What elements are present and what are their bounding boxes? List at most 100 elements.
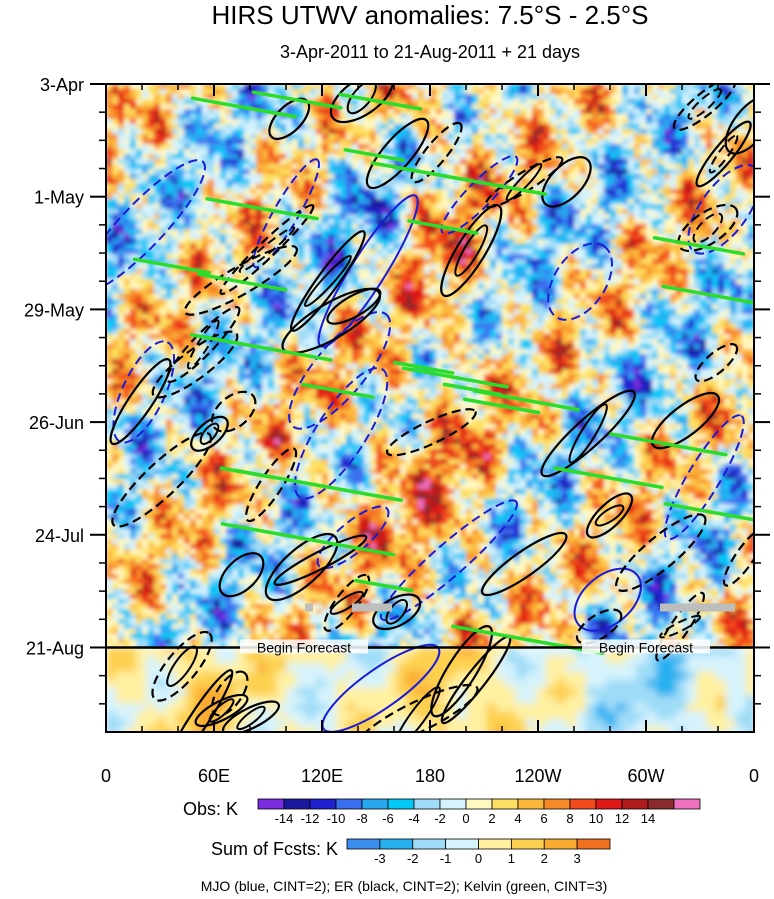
- obs-cell: [478, 169, 485, 175]
- obs-cell: [598, 124, 605, 130]
- obs-cell: [292, 269, 299, 275]
- obs-cell: [598, 184, 605, 190]
- obs-cell: [634, 174, 641, 180]
- obs-cell: [742, 289, 749, 295]
- obs-cell: [442, 179, 449, 185]
- obs-cell: [736, 284, 743, 290]
- obs-cell: [358, 209, 365, 215]
- obs-cell: [280, 214, 287, 220]
- obs-cell: [202, 249, 209, 255]
- obs-cell: [748, 174, 754, 180]
- obs-cell: [118, 279, 125, 285]
- obs-cell: [340, 184, 347, 190]
- obs-cell: [352, 309, 359, 315]
- obs-cell: [544, 254, 551, 260]
- obs-cell: [640, 109, 647, 115]
- obs-cell: [490, 279, 497, 285]
- obs-cell: [166, 134, 173, 140]
- obs-cell: [562, 299, 569, 305]
- obs-cell: [490, 94, 497, 100]
- obs-cell: [370, 179, 377, 185]
- obs-cell: [712, 104, 719, 110]
- obs-cell: [514, 274, 521, 280]
- obs-cell: [616, 229, 623, 235]
- obs-cell: [634, 94, 641, 100]
- obs-cell: [688, 164, 695, 170]
- obs-cell: [136, 84, 143, 90]
- obs-cell: [220, 309, 227, 315]
- obs-cell: [388, 89, 395, 95]
- obs-cell: [496, 279, 503, 285]
- obs-cell: [742, 139, 749, 145]
- obs-cell: [550, 89, 557, 95]
- obs-cell: [586, 164, 593, 170]
- obs-cell: [622, 99, 629, 105]
- obs-cell: [376, 279, 383, 285]
- obs-cell: [664, 274, 671, 280]
- obs-cell: [160, 114, 167, 120]
- obs-cell: [532, 259, 539, 265]
- obs-cell: [598, 109, 605, 115]
- obs-cell: [694, 259, 701, 265]
- obs-cell: [418, 94, 425, 100]
- obs-cell: [262, 199, 269, 205]
- obs-cell: [580, 309, 587, 315]
- obs-cell: [526, 244, 533, 250]
- obs-cell: [478, 289, 485, 295]
- obs-cell: [496, 114, 503, 120]
- obs-cell: [514, 244, 521, 250]
- obs-cell: [442, 114, 449, 120]
- obs-cell: [700, 114, 707, 120]
- obs-cell: [562, 119, 569, 125]
- obs-cell: [622, 214, 629, 220]
- obs-cell: [112, 229, 119, 235]
- obs-cell: [262, 164, 269, 170]
- obs-cell: [526, 94, 533, 100]
- obs-cell: [376, 239, 383, 245]
- obs-cell: [166, 94, 173, 100]
- obs-cell: [598, 239, 605, 245]
- obs-cell: [676, 254, 683, 260]
- obs-cell: [628, 289, 635, 295]
- obs-cell: [310, 119, 317, 125]
- obs-cell: [106, 119, 113, 125]
- obs-cell: [460, 134, 467, 140]
- obs-cell: [232, 314, 239, 320]
- obs-cell: [436, 304, 443, 310]
- obs-cell: [622, 169, 629, 175]
- obs-cell: [556, 219, 563, 225]
- obs-cell: [370, 194, 377, 200]
- obs-cell: [670, 254, 677, 260]
- obs-cell: [520, 234, 527, 240]
- obs-cell: [256, 219, 263, 225]
- obs-cell: [700, 209, 707, 215]
- obs-cell: [418, 199, 425, 205]
- obs-cell: [592, 89, 599, 95]
- obs-cell: [364, 129, 371, 135]
- obs-cell: [232, 179, 239, 185]
- obs-cell: [292, 139, 299, 145]
- obs-cell: [646, 109, 653, 115]
- obs-cell: [202, 119, 209, 125]
- obs-cell: [154, 249, 161, 255]
- obs-cell: [628, 184, 635, 190]
- obs-cell: [262, 254, 269, 260]
- obs-cell: [658, 89, 665, 95]
- obs-cell: [286, 229, 293, 235]
- obs-cell: [286, 199, 293, 205]
- obs-cell: [334, 229, 341, 235]
- obs-cell: [406, 94, 413, 100]
- obs-cell: [442, 154, 449, 160]
- obs-cell: [448, 99, 455, 105]
- obs-cell: [466, 204, 473, 210]
- obs-cell: [250, 264, 257, 270]
- obs-cell: [664, 254, 671, 260]
- obs-cell: [616, 114, 623, 120]
- obs-cell: [304, 144, 311, 150]
- obs-cell: [628, 244, 635, 250]
- obs-cell: [208, 264, 215, 270]
- obs-cell: [586, 214, 593, 220]
- obs-cell: [406, 114, 413, 120]
- obs-cell: [418, 154, 425, 160]
- obs-cell: [202, 189, 209, 195]
